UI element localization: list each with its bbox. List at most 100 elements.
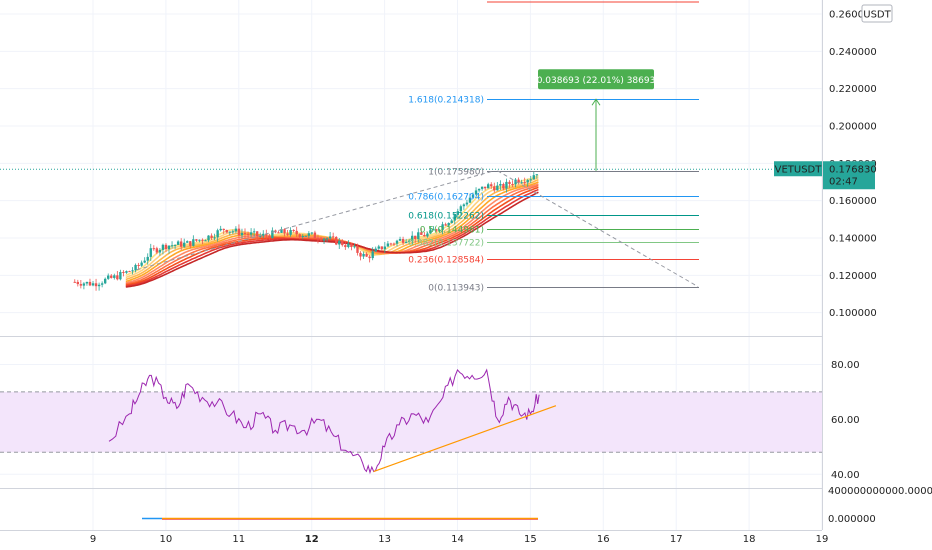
moving-average-ribbon <box>125 174 539 288</box>
candle-body <box>146 256 149 261</box>
candle-body <box>149 248 152 257</box>
candle-body <box>420 232 423 235</box>
candle-body <box>110 275 113 278</box>
price-tick-label: 0.100000 <box>829 308 877 319</box>
candle-body <box>222 228 225 230</box>
indicator-axis-label: 0.000000 <box>828 514 876 525</box>
candle-body <box>140 262 143 266</box>
time-axis[interactable]: 9 10 11 12 13 14 15 16 17 18 19 <box>90 534 829 545</box>
candle-body <box>204 240 207 242</box>
candle-body <box>301 235 304 237</box>
fib-level-label: 0.5(0.144961) <box>420 226 484 236</box>
candle-body <box>316 238 320 240</box>
candle-body <box>286 233 289 235</box>
fib-level-label: 0.786(0.162704) <box>408 193 484 203</box>
candle-body <box>322 238 326 241</box>
candle-body <box>490 184 493 187</box>
candle-body <box>164 244 168 250</box>
fib-level-label: 1.618(0.214318) <box>408 96 484 106</box>
candle-body <box>407 240 411 242</box>
indicator-axis-label: 400000000000.000000 <box>828 486 932 497</box>
rsi-tick-label: 80.00 <box>831 360 860 371</box>
candle-body <box>73 281 76 283</box>
candle-body <box>307 233 311 236</box>
time-tick-label: 12 <box>305 534 319 545</box>
candle-body <box>426 233 429 237</box>
candle-body <box>325 238 329 240</box>
candle-body <box>195 239 198 241</box>
candle-body <box>438 229 441 231</box>
candle-body <box>483 186 487 189</box>
price-drawings[interactable] <box>0 98 822 288</box>
candle-body <box>219 228 222 231</box>
projection-line[interactable] <box>497 170 699 288</box>
candle-body <box>441 224 444 230</box>
candle-body <box>283 229 286 234</box>
candle-body <box>243 232 247 234</box>
rsi-axis[interactable]: 80.00 60.00 40.00 <box>831 360 860 481</box>
candle-body <box>249 232 253 235</box>
price-axis[interactable]: 0.2600000.2400000.2200000.2000000.180000… <box>822 0 877 530</box>
candle-body <box>76 281 80 285</box>
fib-level-label: 0(0.113943) <box>428 284 484 294</box>
candle-body <box>432 229 435 231</box>
rsi-pane[interactable] <box>0 368 822 475</box>
candle-body <box>265 233 268 236</box>
candle-body <box>365 253 368 257</box>
price-range-measure[interactable]: 0.038693 (22.01%) 38693 <box>537 69 656 90</box>
candle-body <box>523 182 526 184</box>
candle-body <box>231 231 235 233</box>
candle-body <box>353 246 356 248</box>
last-price-marker: VETUSDT 0.176830 02:47 <box>774 161 877 190</box>
currency-label: USDT <box>863 10 891 21</box>
candle-body <box>502 184 505 189</box>
candle-body <box>380 246 384 250</box>
candle-body <box>259 235 262 237</box>
candle-body <box>310 232 314 234</box>
candle-body <box>280 229 283 233</box>
candle-body <box>85 281 89 284</box>
candle-body <box>398 238 402 241</box>
symbol-badge <box>774 161 822 177</box>
candle-body <box>496 185 499 191</box>
candle-body <box>487 184 490 189</box>
candle-body <box>152 248 156 250</box>
fibonacci-retracement[interactable]: 1.618(0.214318) 1(0.175980) 0.786(0.162704… <box>408 1 699 294</box>
price-pane[interactable]: 1.618(0.214318) 1(0.175980) 0.786(0.162704… <box>0 1 822 294</box>
candle-body <box>228 231 232 233</box>
candle-body <box>471 194 475 198</box>
time-tick-label: 18 <box>743 534 756 545</box>
candle-body <box>338 240 341 245</box>
candle-body <box>82 283 86 286</box>
candle-body <box>350 243 353 247</box>
candle-body <box>520 182 523 184</box>
candle-body <box>395 240 399 244</box>
candle-body <box>179 241 183 247</box>
candle-body <box>143 260 146 263</box>
time-tick-label: 16 <box>597 534 610 545</box>
candle-body <box>514 179 517 185</box>
rsi-band <box>0 391 822 453</box>
candle-body <box>526 180 529 183</box>
candle-body <box>213 237 216 239</box>
currency-badge[interactable]: USDT <box>861 4 893 23</box>
candle-body <box>116 275 119 280</box>
candle-body <box>401 238 405 243</box>
rsi-tick-label: 60.00 <box>831 415 860 426</box>
candle-body <box>155 248 159 253</box>
candle-body <box>88 281 92 286</box>
time-tick-label: 15 <box>524 534 537 545</box>
candle-body <box>511 184 514 186</box>
candle-body <box>392 243 396 245</box>
candle-body <box>450 220 453 224</box>
candle-body <box>383 246 387 250</box>
candle-body <box>359 252 362 257</box>
price-badge <box>823 161 875 190</box>
candle-body <box>176 241 180 245</box>
candle-body <box>474 190 478 195</box>
rsi-trendline[interactable] <box>373 405 557 473</box>
candle-body <box>429 229 432 234</box>
fib-anchor-line[interactable] <box>136 170 495 271</box>
candle-body <box>499 184 502 186</box>
